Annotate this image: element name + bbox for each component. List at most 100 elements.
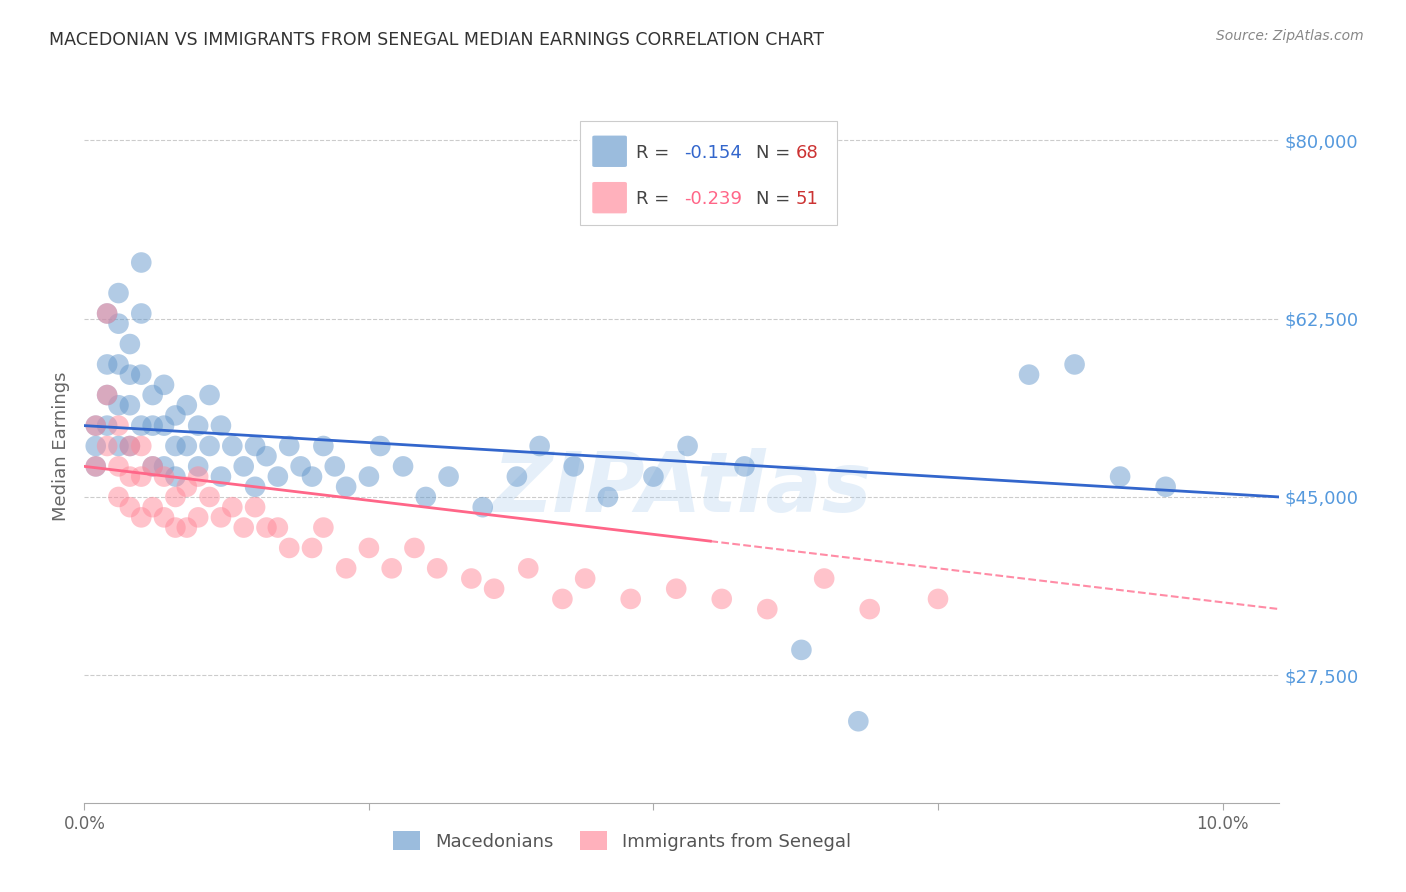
Point [165,520,187,534]
Point [312,520,335,534]
Point [118,469,141,483]
Point [96,306,118,320]
Point [129,255,152,269]
Point [129,439,152,453]
Point [118,368,141,382]
Point [278,541,301,555]
Point [84,459,107,474]
Point [153,459,176,474]
Point [107,418,129,433]
Point [96,418,118,433]
Point [118,398,141,412]
Point [415,490,437,504]
Text: MACEDONIAN VS IMMIGRANTS FROM SENEGAL MEDIAN EARNINGS CORRELATION CHART: MACEDONIAN VS IMMIGRANTS FROM SENEGAL ME… [49,31,824,49]
Point [243,500,266,515]
Point [84,439,107,453]
Point [129,368,152,382]
Point [460,572,482,586]
Point [107,398,129,412]
Point [859,602,882,616]
Point [676,439,699,453]
Point [517,561,540,575]
Point [927,591,949,606]
Point [232,459,254,474]
Text: R =: R = [637,190,675,208]
Text: -0.154: -0.154 [685,144,742,161]
Point [165,439,187,453]
Point [142,500,165,515]
Text: 68: 68 [796,144,818,161]
Text: 51: 51 [796,190,818,208]
Point [153,418,176,433]
Point [198,439,221,453]
Point [107,358,129,372]
Point [243,439,266,453]
Point [596,490,619,504]
Point [574,572,596,586]
Point [404,541,426,555]
Point [357,469,380,483]
Point [482,582,505,596]
Point [381,561,404,575]
Point [1109,469,1132,483]
Point [267,469,290,483]
Point [187,418,209,433]
Point [96,306,118,320]
Point [142,459,165,474]
Point [165,490,187,504]
Y-axis label: Median Earnings: Median Earnings [52,371,70,521]
Point [209,469,232,483]
Point [129,306,152,320]
FancyBboxPatch shape [581,121,838,225]
Point [813,572,835,586]
Point [267,520,290,534]
Point [187,510,209,524]
Point [153,510,176,524]
Text: N =: N = [756,190,796,208]
Point [107,439,129,453]
Point [790,643,813,657]
Point [129,510,152,524]
Point [84,418,107,433]
Point [96,439,118,453]
Point [142,388,165,402]
Point [392,459,415,474]
Point [243,480,266,494]
Point [118,337,141,351]
Point [96,358,118,372]
Point [368,439,391,453]
Point [426,561,449,575]
Point [301,541,323,555]
Legend: Macedonians, Immigrants from Senegal: Macedonians, Immigrants from Senegal [387,824,858,858]
Point [232,520,254,534]
Point [256,520,278,534]
Text: Source: ZipAtlas.com: Source: ZipAtlas.com [1216,29,1364,43]
Point [84,459,107,474]
Point [471,500,494,515]
Point [107,459,129,474]
Point [256,449,278,463]
Point [620,591,643,606]
Point [846,714,869,729]
Point [551,591,574,606]
Point [165,409,187,423]
Point [107,317,129,331]
Text: -0.239: -0.239 [685,190,742,208]
Point [562,459,585,474]
Point [221,439,243,453]
Point [734,459,756,474]
Point [176,520,198,534]
Point [312,439,335,453]
Point [1154,480,1177,494]
Point [176,439,198,453]
Point [96,388,118,402]
Point [437,469,460,483]
Point [84,418,107,433]
Point [176,480,198,494]
Point [756,602,779,616]
Point [118,439,141,453]
Point [278,439,301,453]
Point [506,469,529,483]
Point [165,469,187,483]
Point [96,388,118,402]
